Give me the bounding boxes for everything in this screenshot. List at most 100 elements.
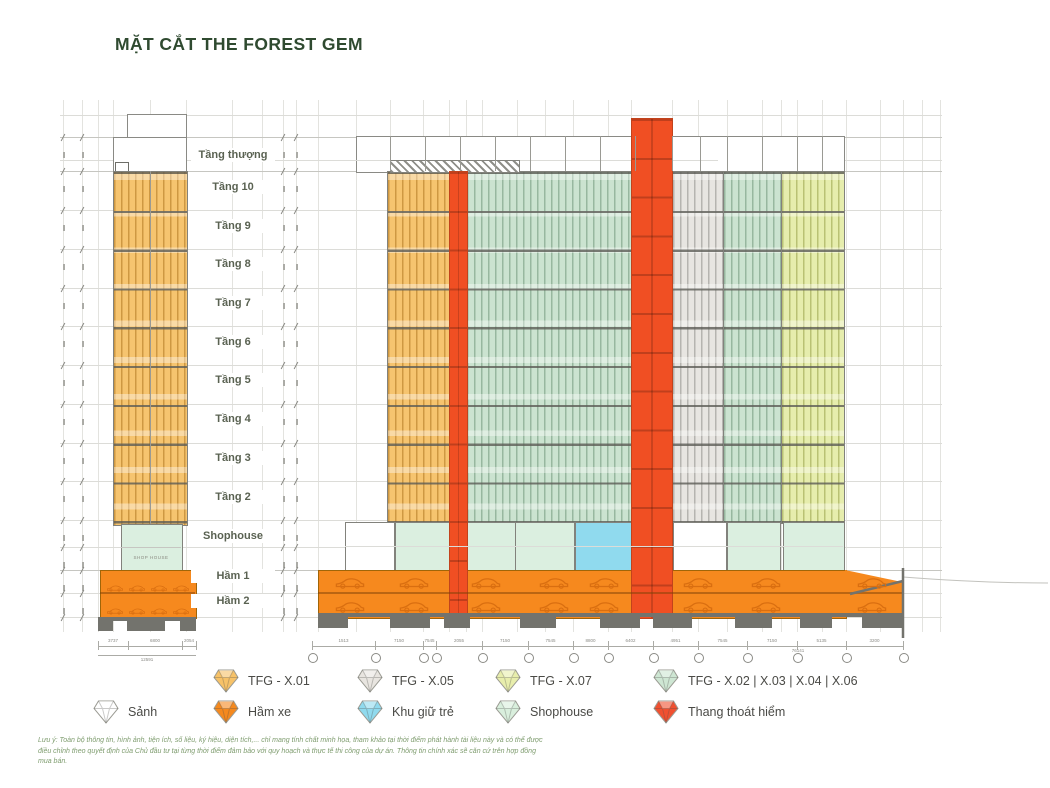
legend-label: TFG - X.05 — [392, 674, 454, 688]
legend-label: Khu giữ trẻ — [392, 705, 454, 719]
footing-pad — [862, 617, 903, 628]
dim-total: 12591 — [140, 657, 154, 662]
dim-number: 6402 — [625, 638, 636, 643]
dim-tick — [797, 641, 798, 650]
dim-number-mark — [82, 380, 84, 386]
left-tower-column-line — [150, 171, 151, 524]
dim-number-mark — [296, 341, 298, 347]
grid-line-v — [82, 100, 83, 632]
facade-section-x02-x06-b — [723, 171, 782, 524]
dim-number: 6800 — [149, 638, 161, 643]
dim-tick — [528, 641, 529, 650]
shophouse-divider — [345, 546, 843, 547]
car-icon — [538, 576, 570, 589]
dim-number-mark — [296, 264, 298, 270]
dim-number-mark — [63, 585, 65, 591]
grid-bubble — [648, 653, 659, 663]
dim-number-mark — [82, 341, 84, 347]
dim-tick — [375, 641, 376, 650]
dim-number-mark — [82, 264, 84, 270]
parapet-divider — [797, 136, 798, 171]
dim-number: 3200 — [869, 638, 880, 643]
floor-label-10: Tầng 10 — [191, 180, 275, 194]
dim-number-mark — [283, 380, 285, 386]
car-icon — [150, 603, 168, 615]
footing-pad — [390, 617, 430, 628]
grid-bubble — [693, 653, 704, 663]
grid-line-v — [356, 100, 357, 632]
car-icon — [106, 580, 124, 592]
legend-item-tfg-x01: TFG - X.01 — [213, 669, 310, 693]
dim-tick — [98, 641, 99, 650]
dim-tick — [482, 641, 483, 650]
car-icon — [398, 576, 430, 589]
dim-number-mark — [296, 496, 298, 502]
legend-label: TFG - X.07 — [530, 674, 592, 688]
grid-bubble — [431, 653, 442, 663]
dim-tick — [653, 641, 654, 650]
floor-label-roof: Tầng thượng — [191, 148, 275, 162]
grid-line-v — [283, 100, 284, 632]
grid-bubble — [742, 653, 753, 663]
legend-item-tfg-x02-06: TFG - X.02 | X.03 | X.04 | X.06 — [653, 669, 858, 693]
dim-number: 1513 — [338, 638, 349, 643]
dim-number: 7150 — [393, 638, 405, 643]
floor-label-5: Tầng 5 — [191, 373, 275, 387]
car-icon — [750, 600, 782, 613]
floor-label-4: Tầng 4 — [191, 412, 275, 426]
dim-number: 7150 — [766, 638, 778, 643]
floor-label-basement-1: Hầm 1 — [191, 569, 275, 583]
dim-number-mark — [296, 152, 298, 158]
car-icon — [682, 576, 714, 589]
dim-number-mark — [63, 225, 65, 231]
grid-line-v — [846, 100, 847, 632]
footing-pad — [735, 617, 772, 628]
legend-label: TFG - X.02 | X.03 | X.04 | X.06 — [688, 674, 858, 688]
legend-label: Sảnh — [128, 705, 158, 719]
dim-number-mark — [296, 562, 298, 568]
car-icon — [334, 600, 366, 613]
car-icon — [128, 603, 146, 615]
grid-line-v — [232, 100, 233, 632]
dim-tick — [128, 641, 129, 650]
dim-number-mark — [296, 225, 298, 231]
parapet-divider — [727, 136, 728, 171]
legend-item-escape-stair: Thang thoát hiểm — [653, 700, 785, 724]
grid-line-v — [318, 100, 319, 632]
facade-section-x01 — [387, 171, 451, 524]
dim-number-mark — [82, 152, 84, 158]
dim-number: 5135 — [816, 638, 827, 643]
grid-line-v — [63, 100, 64, 632]
dim-number-mark — [283, 458, 285, 464]
grid-bubble — [898, 653, 909, 663]
floor-label-9: Tầng 9 — [191, 219, 275, 233]
dim-number-mark — [63, 496, 65, 502]
grid-line-v — [262, 100, 263, 632]
legend-label: TFG - X.01 — [248, 674, 310, 688]
gem-icon — [357, 669, 383, 693]
disclaimer-footnote: Lưu ý: Toàn bộ thông tin, hình ảnh, tiện… — [38, 737, 543, 765]
grid-bubble — [477, 653, 488, 663]
car-icon — [470, 600, 502, 613]
footing-pad — [800, 617, 832, 628]
dim-number: 7150 — [499, 638, 511, 643]
gem-icon — [653, 700, 679, 724]
dim-number-mark — [283, 341, 285, 347]
car-icon — [172, 603, 190, 615]
car-icon — [470, 576, 502, 589]
legend-label: Thang thoát hiểm — [688, 705, 786, 719]
dim-number-mark — [82, 186, 84, 192]
basement-divider — [318, 592, 903, 594]
legend-item-tfg-x05: TFG - X.05 — [357, 669, 454, 693]
parapet-divider — [635, 136, 636, 171]
grid-bubble — [307, 653, 318, 663]
car-icon — [398, 600, 430, 613]
dim-number: 4951 — [670, 638, 681, 643]
car-icon — [588, 600, 620, 613]
dim-number-mark — [296, 303, 298, 309]
dim-line — [98, 646, 196, 647]
footing-pad — [653, 617, 692, 628]
dim-tick — [312, 641, 313, 650]
car-icon — [334, 576, 366, 589]
grid-line-v — [940, 100, 941, 632]
